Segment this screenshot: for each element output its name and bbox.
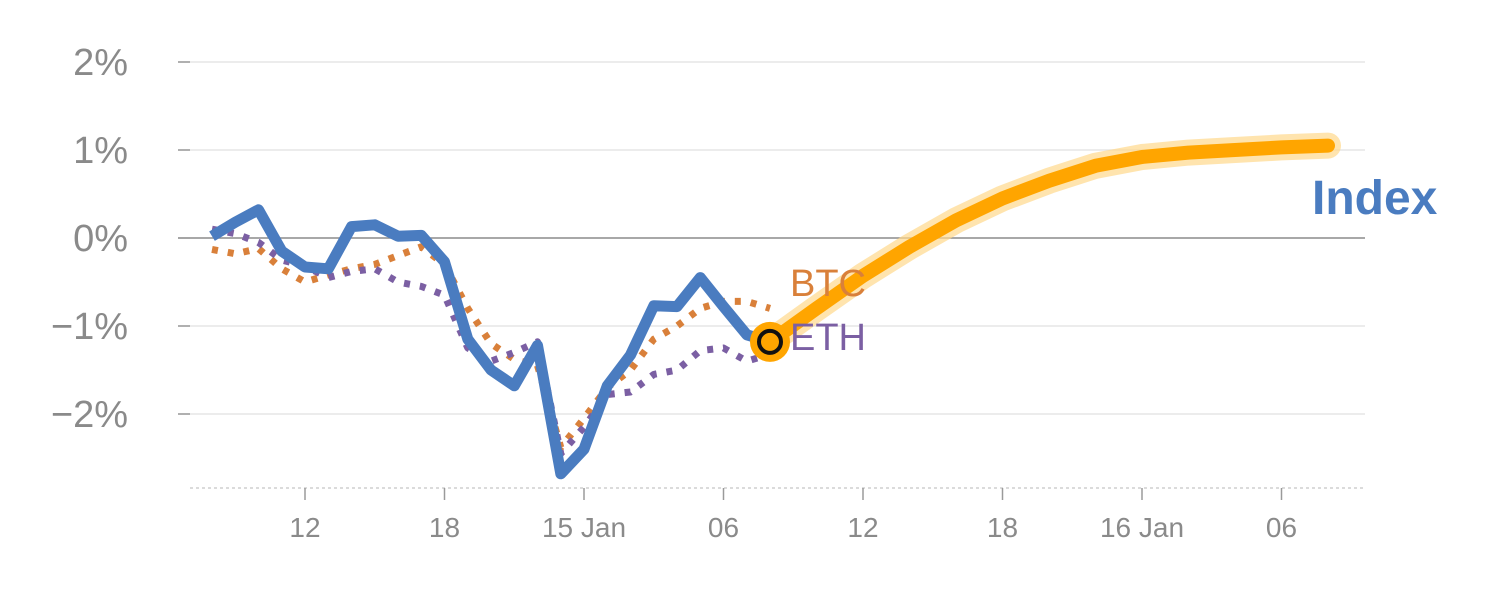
ytick-label: −1% — [51, 306, 128, 348]
xtick-label: 16 Jan — [1100, 512, 1184, 543]
ytick-label: 2% — [73, 42, 128, 84]
xtick-label: 15 Jan — [542, 512, 626, 543]
xtick-label: 12 — [289, 512, 320, 543]
xtick-label: 06 — [708, 512, 739, 543]
series-label-eth: ETH — [790, 317, 866, 359]
ytick-label: 0% — [73, 218, 128, 260]
axes: 2% 1% 0% −1% −2% 12 18 15 Jan 06 12 18 16 Jan 06 — [51, 42, 1365, 543]
current-point-dot — [757, 328, 783, 355]
series-line-btc — [211, 243, 772, 451]
current-point-marker — [750, 321, 790, 362]
series-labels: BTC ETH Index — [790, 172, 1438, 359]
xtick-label: 18 — [987, 512, 1018, 543]
ytick-label: 1% — [73, 130, 128, 172]
series-line-index — [209, 204, 772, 480]
series-label-index: Index — [1312, 172, 1438, 225]
ytick-label: −2% — [51, 394, 128, 436]
xtick-label: 06 — [1266, 512, 1297, 543]
forecast-line — [763, 138, 1335, 349]
xtick-label: 12 — [847, 512, 878, 543]
xtick-label: 18 — [429, 512, 460, 543]
series-label-btc: BTC — [790, 263, 866, 305]
series-lines — [209, 132, 1341, 480]
